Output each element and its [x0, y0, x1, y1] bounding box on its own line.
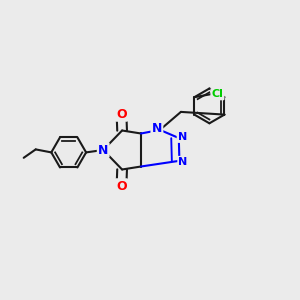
- Text: N: N: [178, 157, 188, 167]
- Text: N: N: [152, 122, 162, 135]
- Text: N: N: [178, 132, 187, 142]
- Text: N: N: [98, 143, 108, 157]
- Text: O: O: [116, 107, 127, 121]
- Text: O: O: [116, 179, 127, 193]
- Text: Cl: Cl: [212, 89, 224, 99]
